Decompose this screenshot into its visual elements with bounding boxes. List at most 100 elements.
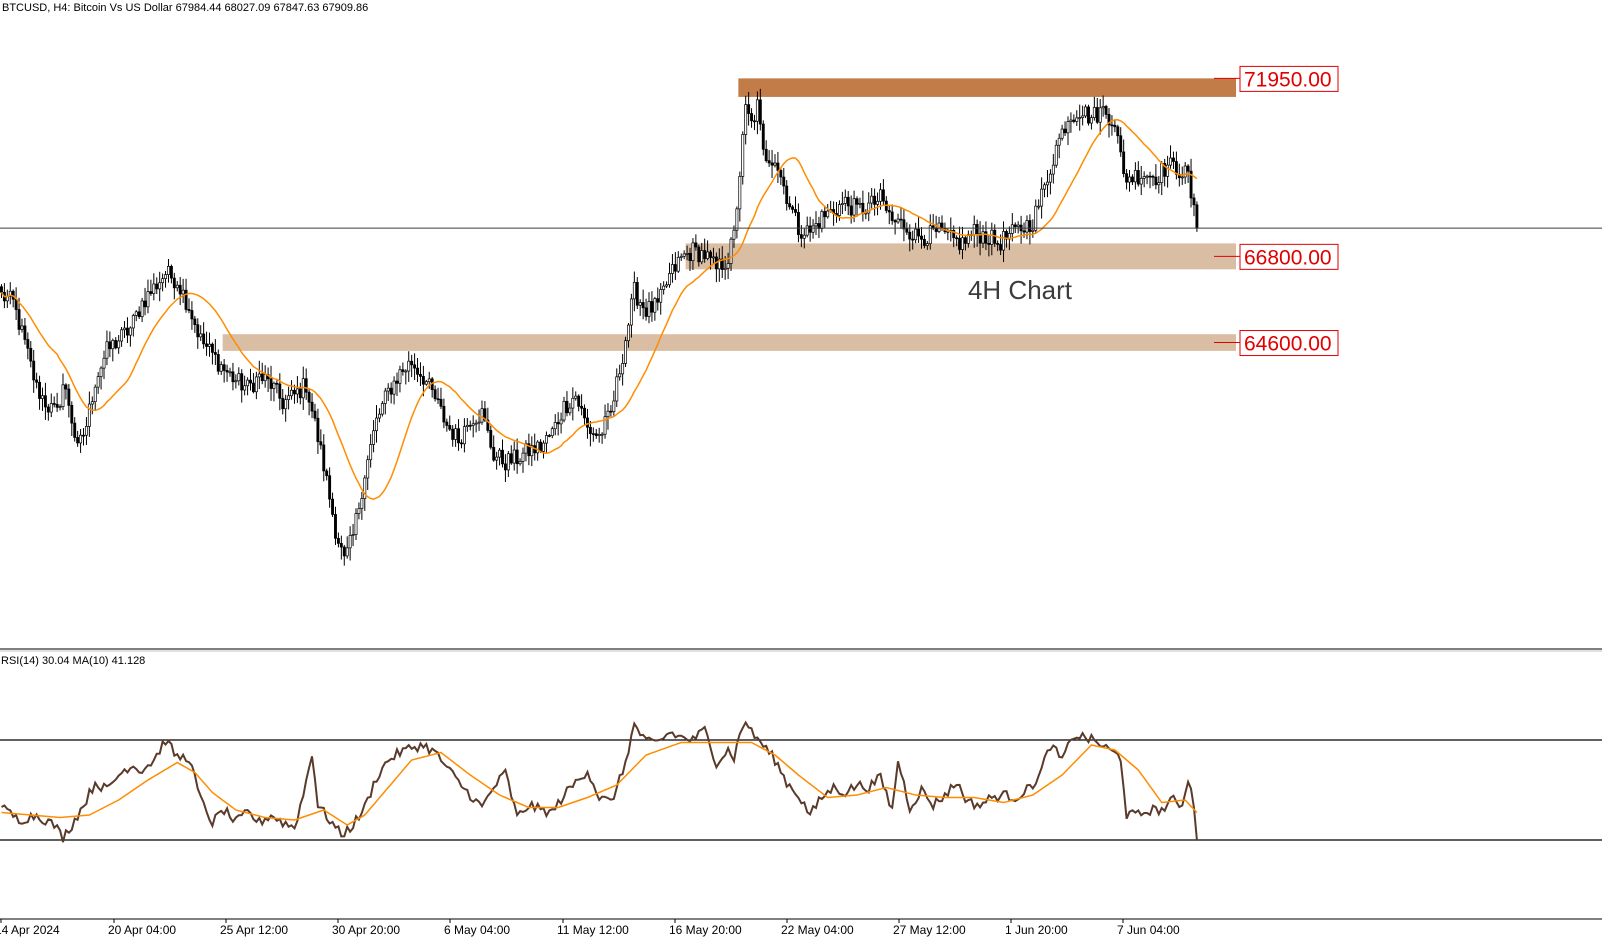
candle [881,179,885,206]
candle [612,390,616,416]
candle [647,292,651,324]
candle [773,154,777,168]
zone-labels: 71950.00 66800.00 64600.00 [1214,65,1339,357]
candle [650,291,654,322]
candle [278,373,282,411]
candle [521,447,525,473]
candle [591,427,595,442]
candle [1192,193,1196,217]
candle [462,418,466,453]
time-tick-label: 20 Apr 04:00 [108,923,176,937]
candle [656,287,660,311]
candle [975,219,979,247]
candle [184,278,188,313]
candle [23,317,27,345]
candle [442,398,446,429]
candle [348,526,352,561]
candle [559,412,563,434]
candle [744,95,748,145]
candle [146,279,150,314]
time-tick-label: 16 May 20:00 [669,923,742,937]
time-axis-labels: 14 Apr 2024 20 Apr 04:00 25 Apr 12:00 30 Ap… [0,919,1180,937]
candle [518,458,522,466]
candle [35,372,39,389]
candle [240,369,244,403]
candle [451,425,455,447]
candle [468,420,472,431]
candle [360,492,364,520]
candle [952,225,956,248]
candle [712,247,715,264]
candle [750,108,753,128]
candle [697,244,701,267]
candle [600,432,604,444]
candle [489,425,493,450]
candle [1183,162,1187,184]
candle [1087,104,1090,126]
candle [1095,97,1099,124]
candle [251,373,255,394]
candle [486,407,490,433]
candle [140,297,144,323]
candle [389,382,393,404]
candle [682,250,686,260]
candle [665,281,669,289]
candle [99,366,103,390]
candle [527,433,531,466]
candle [67,384,71,418]
candle [987,235,991,257]
candle [334,506,337,546]
candle [641,289,645,320]
candle [1169,145,1172,169]
candle [1154,164,1158,190]
candle [876,192,879,216]
candle [530,436,534,467]
candle [290,380,293,400]
candle [76,430,80,447]
candle [117,335,121,354]
candle [747,91,751,126]
candle [1128,169,1131,192]
candle [331,492,335,517]
candle [131,313,135,337]
candle [32,349,36,393]
candle [849,195,853,224]
candle [134,310,138,322]
candle [398,365,402,393]
candle [202,322,206,349]
candle [902,208,906,242]
candle [1116,124,1120,144]
candle [26,332,30,360]
candle [169,264,173,284]
candle [328,467,332,508]
candle [981,225,985,249]
candle [181,278,185,304]
candle [855,196,859,217]
candle [846,190,850,216]
candle [1195,201,1199,232]
candle [688,247,692,272]
candle [565,391,569,417]
time-tick-label: 6 May 04:00 [444,923,510,937]
candle [436,387,440,405]
candle [729,237,733,271]
candle [799,225,803,248]
candle [1028,214,1032,245]
candle [1145,174,1149,185]
candle [316,408,320,454]
candle [372,420,376,453]
candle [770,149,774,179]
candle [79,429,83,453]
candle [64,383,68,400]
candle [410,354,414,378]
candle [105,330,109,366]
candle [120,327,124,347]
candle [190,301,194,330]
candle [908,224,912,252]
candle [263,365,267,388]
candle [322,434,326,482]
candle [1142,171,1146,188]
candle [205,331,209,356]
candle [764,140,768,163]
